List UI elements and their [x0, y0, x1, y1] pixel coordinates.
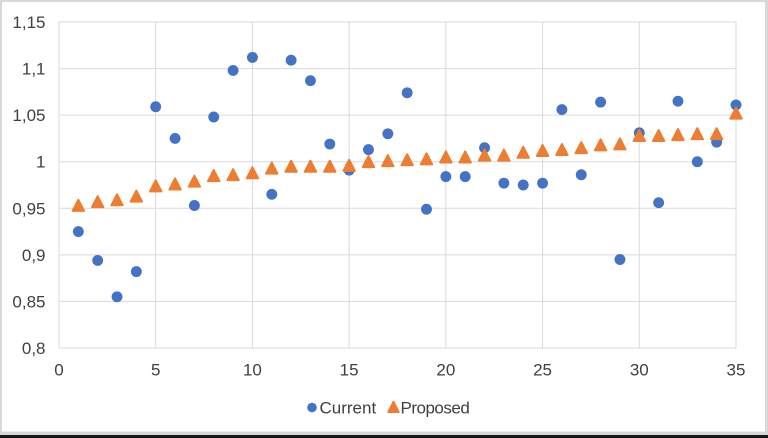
svg-text:0,95: 0,95	[12, 199, 45, 218]
svg-text:15: 15	[340, 361, 359, 380]
svg-text:0,85: 0,85	[12, 292, 45, 311]
svg-text:5: 5	[151, 361, 160, 380]
svg-text:1,15: 1,15	[12, 13, 45, 32]
svg-text:Proposed: Proposed	[401, 399, 470, 418]
svg-text:30: 30	[630, 361, 649, 380]
svg-text:1,1: 1,1	[22, 60, 46, 79]
svg-text:0: 0	[54, 361, 63, 380]
svg-text:35: 35	[727, 361, 746, 380]
svg-text:0,9: 0,9	[22, 246, 46, 265]
svg-text:10: 10	[243, 361, 262, 380]
svg-text:Current: Current	[320, 399, 377, 418]
svg-text:20: 20	[436, 361, 455, 380]
svg-text:1: 1	[36, 153, 45, 172]
svg-text:0,8: 0,8	[22, 339, 46, 358]
svg-text:1,05: 1,05	[12, 106, 45, 125]
svg-text:25: 25	[533, 361, 552, 380]
